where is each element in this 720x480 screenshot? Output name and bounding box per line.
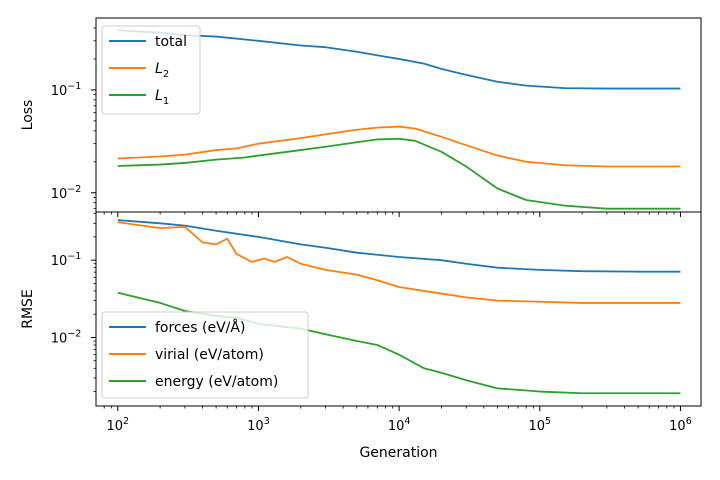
y-tick-label: 10−2 xyxy=(51,328,82,346)
legend-label: forces (eV/Å) xyxy=(155,319,245,336)
x-tick-label: 105 xyxy=(528,416,551,434)
legend-label: energy (eV/atom) xyxy=(155,374,278,390)
x-tick-label: 104 xyxy=(388,416,411,434)
y-axis-label: RMSE xyxy=(20,289,36,329)
y-tick-label: 10−1 xyxy=(51,81,82,99)
x-tick-label: 103 xyxy=(247,416,270,434)
legend: forces (eV/Å) virial (eV/atom) energy (eV/… xyxy=(102,312,308,398)
y-axis-label: Loss xyxy=(20,100,36,131)
rmse-panel: 10−1 10−2 102 103 104 105 106 RMSE Generation for… xyxy=(20,212,701,461)
y-tick-label: 10−2 xyxy=(51,184,82,202)
series-line-0-0 xyxy=(118,30,681,88)
legend-label: virial (eV/atom) xyxy=(155,347,264,363)
legend-label: total xyxy=(155,34,187,50)
series-line-0-2 xyxy=(118,139,681,209)
x-axis-label: Generation xyxy=(359,445,437,461)
x-tick-label: 106 xyxy=(669,416,692,434)
series-lines xyxy=(118,30,681,208)
series-line-1-0 xyxy=(118,220,681,272)
x-tick-label: 102 xyxy=(106,416,129,434)
series-line-1-1 xyxy=(118,222,681,303)
y-tick-label: 10−1 xyxy=(51,251,82,269)
